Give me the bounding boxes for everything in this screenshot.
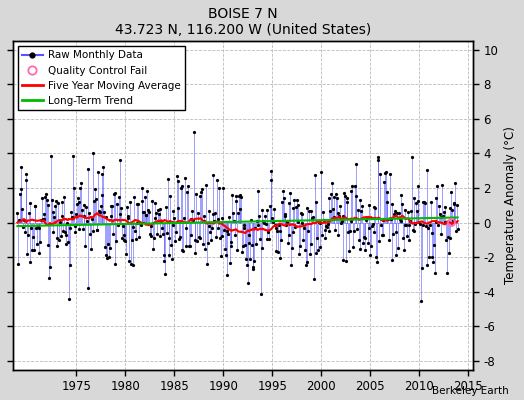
Text: Berkeley Earth: Berkeley Earth <box>432 386 508 396</box>
Legend: Raw Monthly Data, Quality Control Fail, Five Year Moving Average, Long-Term Tren: Raw Monthly Data, Quality Control Fail, … <box>18 46 185 110</box>
Y-axis label: Temperature Anomaly (°C): Temperature Anomaly (°C) <box>504 126 517 284</box>
Title: BOISE 7 N
43.723 N, 116.200 W (United States): BOISE 7 N 43.723 N, 116.200 W (United St… <box>115 7 371 37</box>
